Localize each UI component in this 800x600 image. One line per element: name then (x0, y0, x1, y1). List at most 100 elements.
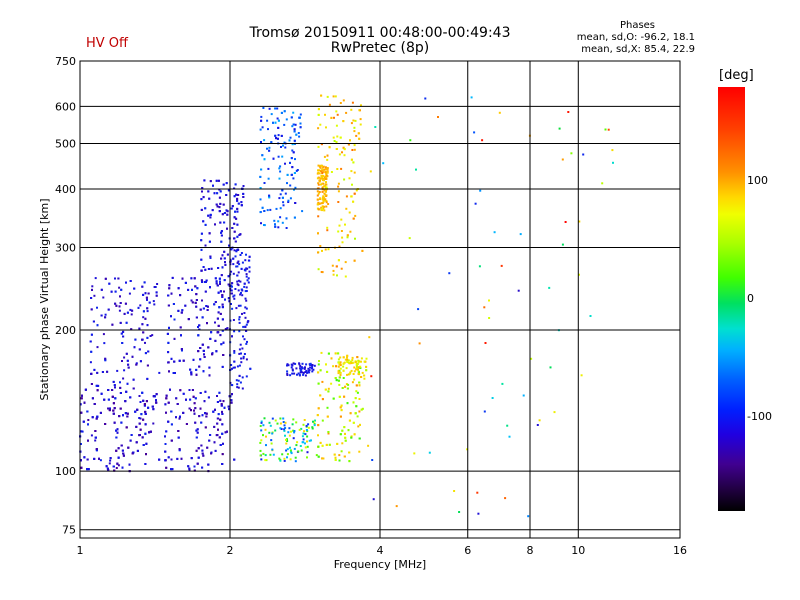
echo-point (86, 468, 88, 471)
echo-point (218, 188, 221, 191)
echo-point (264, 459, 267, 462)
echo-point (318, 202, 321, 205)
echo-point (224, 298, 226, 301)
echo-point (243, 285, 246, 288)
echo-point (349, 230, 352, 233)
echo-point (317, 169, 319, 172)
echo-point (139, 360, 142, 363)
echo-point (80, 397, 83, 400)
echo-point (102, 333, 105, 336)
echo-point (339, 364, 342, 367)
echo-point (202, 220, 205, 223)
echo-point (295, 444, 298, 447)
echo-point (234, 183, 237, 186)
echo-point (317, 108, 320, 111)
echo-point (238, 352, 241, 355)
echo-point (121, 342, 124, 344)
echo-point (296, 441, 299, 444)
echo-point (198, 328, 201, 331)
echo-point (128, 463, 131, 466)
echo-point (307, 370, 310, 373)
echo-point (287, 431, 290, 434)
echo-point (112, 412, 115, 415)
echo-point (210, 451, 213, 454)
echo-point (239, 381, 242, 384)
echo-point (113, 384, 116, 387)
echo-point (417, 308, 420, 311)
echo-point (201, 190, 203, 193)
echo-point (131, 355, 134, 358)
echo-point (139, 417, 142, 420)
echo-point (226, 327, 229, 330)
echo-point (220, 230, 223, 233)
echo-point (292, 111, 295, 114)
echo-point (278, 457, 281, 460)
echo-point (115, 429, 117, 432)
echo-point (289, 374, 292, 377)
echo-point (327, 203, 330, 205)
echo-point (359, 118, 362, 121)
echo-point (130, 313, 133, 316)
echo-point (342, 365, 345, 368)
echo-point (358, 384, 361, 387)
echo-point (355, 390, 358, 393)
echo-point (102, 296, 105, 299)
echo-point (330, 171, 333, 173)
echo-point (321, 176, 324, 179)
echo-point (147, 350, 150, 353)
echo-point (337, 182, 340, 185)
echo-point (116, 431, 119, 434)
echo-point (181, 349, 183, 352)
echo-point (128, 292, 131, 295)
echo-point (316, 414, 319, 417)
echo-point (230, 207, 233, 210)
echo-point (226, 430, 228, 433)
echo-point (317, 232, 319, 235)
echo-point (359, 365, 362, 368)
echo-point (222, 183, 225, 186)
echo-point (318, 165, 321, 168)
echo-point (306, 445, 309, 448)
echo-point (221, 254, 224, 257)
echo-point (209, 434, 212, 436)
echo-point (142, 316, 145, 319)
echo-point (226, 210, 229, 213)
echo-point (218, 196, 221, 199)
echo-point (199, 347, 202, 349)
echo-point (318, 172, 321, 175)
echo-point (353, 148, 356, 151)
echo-point (144, 352, 147, 355)
echo-point (355, 189, 358, 192)
echo-point (237, 260, 240, 263)
echo-point (130, 434, 133, 436)
echo-point (178, 449, 181, 452)
echo-point (240, 361, 243, 364)
echo-point (109, 407, 111, 410)
echo-point (274, 223, 276, 226)
echo-point (173, 360, 176, 363)
echo-point (230, 292, 233, 295)
echo-point (263, 210, 266, 212)
echo-point (288, 434, 291, 437)
echo-point (327, 248, 330, 251)
echo-point (304, 446, 307, 449)
echo-point (195, 316, 198, 319)
echo-point (219, 418, 222, 421)
echo-point (361, 371, 364, 374)
echo-point (558, 127, 561, 130)
echo-point (281, 453, 284, 456)
echo-point (209, 180, 212, 183)
echo-point (311, 367, 313, 370)
echo-point (80, 411, 83, 414)
echo-point (274, 134, 277, 137)
echo-point (204, 390, 207, 393)
echo-point (79, 443, 82, 445)
echo-point (491, 397, 494, 399)
echo-point (339, 367, 342, 370)
echo-point (182, 411, 185, 414)
echo-point (285, 217, 288, 220)
echo-point (293, 188, 295, 191)
echo-point (141, 338, 144, 341)
echo-point (344, 439, 347, 442)
echo-point (79, 403, 82, 406)
